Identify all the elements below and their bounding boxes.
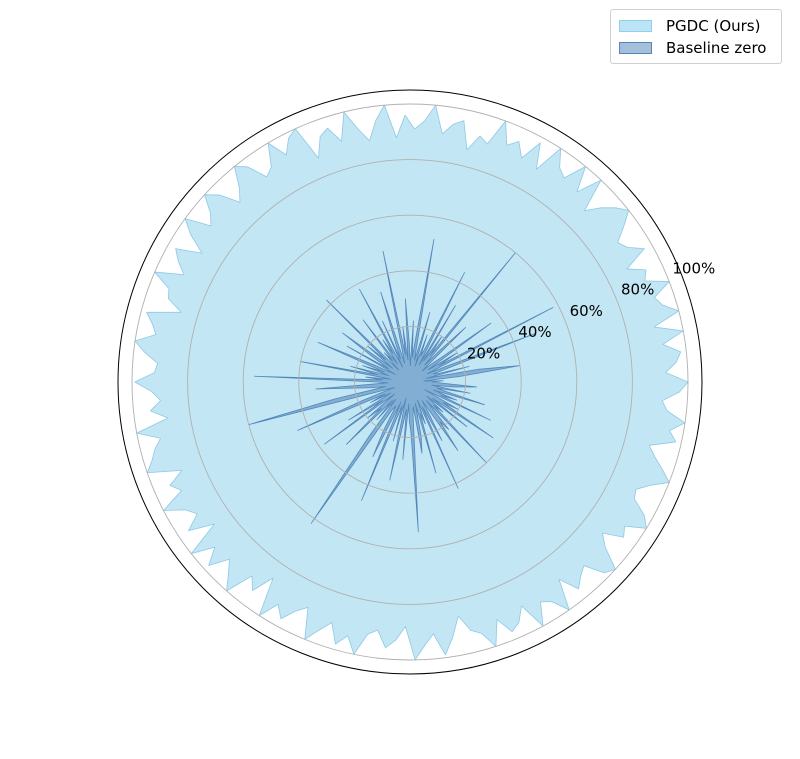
legend-swatch-baseline xyxy=(619,42,652,54)
grid-circle-3 xyxy=(242,214,578,550)
legend-item-baseline: Baseline zero xyxy=(619,37,773,59)
legend: PGDC (Ours) Baseline zero xyxy=(610,9,782,64)
grid-circle-2 xyxy=(298,270,522,494)
r-tick-label-3: 60% xyxy=(570,302,603,320)
legend-swatch-pgdc xyxy=(619,20,652,32)
legend-item-pgdc: PGDC (Ours) xyxy=(619,15,773,37)
r-tick-label-2: 40% xyxy=(518,323,551,341)
series-area-baseline xyxy=(248,239,554,533)
tick-label-layer: 20% 40% 60% 80% 100% xyxy=(467,259,715,362)
grid-circle-4 xyxy=(187,159,633,605)
grid-circle-5 xyxy=(131,103,689,661)
r-tick-label-4: 80% xyxy=(621,281,654,299)
legend-label-baseline: Baseline zero xyxy=(666,39,767,57)
r-tick-label-1: 20% xyxy=(467,344,500,362)
legend-label-pgdc: PGDC (Ours) xyxy=(666,17,761,35)
series-layer xyxy=(134,104,689,661)
grid-layer xyxy=(131,103,689,661)
grid-circle-1 xyxy=(353,325,467,439)
r-tick-label-5: 100% xyxy=(672,259,715,277)
